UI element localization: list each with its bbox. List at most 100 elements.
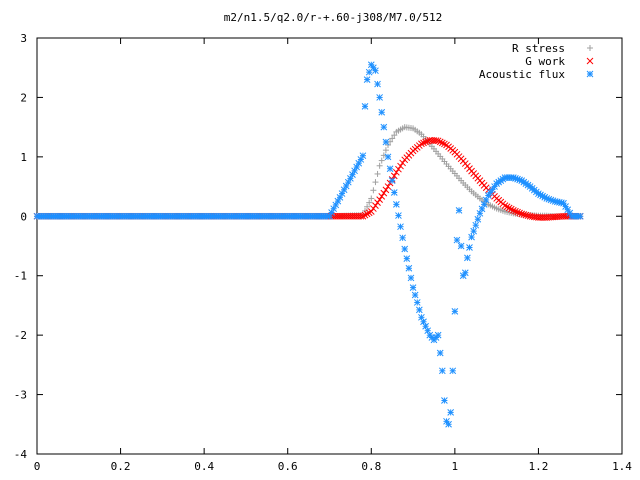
y-tick-label: -2 (14, 329, 27, 342)
legend-marker-2 (586, 70, 594, 78)
data-point (472, 221, 480, 229)
data-point (364, 203, 371, 210)
y-tick-label: 0 (20, 210, 27, 223)
data-point (401, 245, 409, 253)
data-point (441, 140, 448, 148)
legend-marker-1 (586, 57, 594, 65)
data-point (378, 193, 386, 200)
data-point (374, 199, 381, 206)
y-tick-label: -1 (14, 270, 27, 283)
data-point (438, 139, 446, 147)
data-point (397, 162, 404, 170)
data-point (441, 397, 448, 404)
data-point (386, 165, 394, 173)
data-point (453, 236, 461, 244)
data-point (391, 132, 398, 139)
data-point (409, 284, 417, 291)
data-point (520, 211, 528, 218)
data-point (382, 138, 390, 146)
data-point (403, 255, 411, 262)
data-point (376, 162, 383, 169)
data-point (357, 212, 365, 220)
legend-label-acoustic-flux: Acoustic flux (479, 68, 565, 81)
data-point (366, 199, 373, 206)
axis-ticks: 0 0.2 0.4 0.6 0.8 1 1.2 1.4 -4 -3 -2 -1 0 1 2 3 (14, 32, 633, 473)
x-tick-label: 0.6 (278, 460, 298, 473)
data-point (466, 244, 473, 251)
data-point (378, 108, 386, 116)
data-point (510, 206, 517, 214)
legend-label-r-stress: R stress (512, 42, 565, 55)
data-point (390, 189, 398, 196)
data-point (382, 186, 390, 194)
data-point (512, 207, 519, 215)
data-point (363, 210, 371, 218)
data-point (445, 420, 452, 428)
y-tick-label: 2 (20, 91, 27, 104)
x-tick-label: 0.4 (194, 460, 214, 473)
x-tick-label: 0.2 (111, 460, 131, 473)
data-point (389, 135, 396, 142)
data-point (436, 349, 444, 357)
data-point (487, 189, 494, 196)
data-point (363, 76, 371, 83)
x-tick-label: 0 (34, 460, 41, 473)
data-point (368, 195, 375, 202)
data-point (514, 208, 521, 216)
data-point (395, 212, 402, 219)
data-point (524, 212, 532, 220)
x-tick-label: 0.8 (361, 460, 381, 473)
data-point (393, 201, 400, 208)
data-point (372, 67, 379, 75)
data-point (399, 234, 406, 242)
data-point (380, 123, 388, 131)
data-point (384, 183, 392, 190)
data-point (518, 210, 526, 218)
data-point (455, 206, 463, 214)
data-point (447, 409, 455, 416)
data-point (576, 212, 584, 220)
data-point (438, 367, 446, 375)
data-point (370, 187, 377, 194)
data-point (501, 202, 509, 209)
data-point (562, 203, 569, 210)
data-point (470, 227, 478, 235)
data-point (407, 274, 415, 282)
data-point (397, 223, 404, 231)
data-point (420, 139, 427, 147)
data-point (405, 264, 413, 272)
data-point (418, 140, 425, 148)
data-point (434, 137, 442, 145)
data-point (457, 242, 465, 250)
data-point (522, 211, 530, 219)
y-tick-label: 1 (20, 151, 27, 164)
data-point (359, 152, 367, 160)
y-tick-label: -4 (14, 448, 28, 461)
data-point (374, 170, 381, 177)
data-point (376, 196, 383, 203)
data-point (372, 179, 379, 186)
data-point (507, 205, 515, 213)
data-point (451, 308, 459, 315)
data-point (474, 215, 482, 223)
legend-label-g-work: G work (525, 55, 565, 68)
y-tick-label: -3 (14, 389, 27, 402)
data-point (436, 138, 444, 146)
data-point (449, 367, 457, 375)
data-point (376, 94, 383, 101)
series-r-stress (34, 124, 584, 220)
data-point (432, 137, 440, 145)
y-tick-label: 3 (20, 32, 27, 45)
x-tick-label: 1.4 (612, 460, 632, 473)
data-point (393, 168, 400, 176)
plot-frame (36, 37, 623, 455)
data-point (388, 177, 396, 184)
data-point (361, 102, 369, 110)
data-point (468, 233, 475, 241)
data-point (415, 306, 423, 314)
data-point (367, 208, 375, 215)
data-point (378, 157, 385, 164)
legend-marker-0 (587, 45, 593, 51)
